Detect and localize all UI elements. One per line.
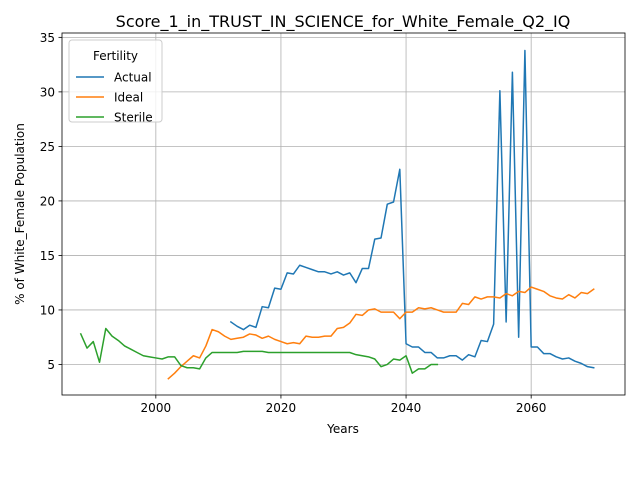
legend-label-ideal: Ideal (114, 91, 143, 105)
series-lines (79, 49, 595, 380)
y-tick-label: 25 (40, 140, 55, 154)
series-line-actual (229, 49, 595, 369)
legend-label-sterile: Sterile (114, 111, 153, 125)
legend: Fertility Actual Ideal Sterile (68, 39, 163, 125)
plot-frame (61, 32, 626, 396)
grid-lines (62, 33, 625, 395)
x-tick-label: 2020 (266, 401, 297, 415)
y-tick-label: 20 (40, 194, 55, 208)
legend-title: Fertility (93, 49, 138, 63)
y-tick-label: 15 (40, 249, 55, 263)
series-line-ideal (167, 286, 595, 380)
legend-box (68, 39, 163, 123)
y-tick-label: 35 (40, 31, 55, 45)
x-tick-label: 2000 (141, 401, 172, 415)
x-tick-label: 2040 (391, 401, 422, 415)
axis-ticks: 2000 2020 2040 2060 5 10 15 20 25 30 35 (40, 31, 547, 415)
legend-label-actual: Actual (114, 71, 152, 85)
x-tick-label: 2060 (516, 401, 547, 415)
y-tick-label: 30 (40, 85, 55, 99)
series-line-sterile (79, 327, 439, 374)
x-axis-label: Years (326, 422, 359, 436)
y-tick-label: 5 (47, 358, 55, 372)
chart-title: Score_1_in_TRUST_IN_SCIENCE_for_White_Fe… (116, 12, 571, 32)
y-axis-label: % of White_Female Population (13, 123, 27, 305)
y-tick-label: 10 (40, 303, 55, 317)
legend-entries: Actual Ideal Sterile (76, 71, 153, 125)
